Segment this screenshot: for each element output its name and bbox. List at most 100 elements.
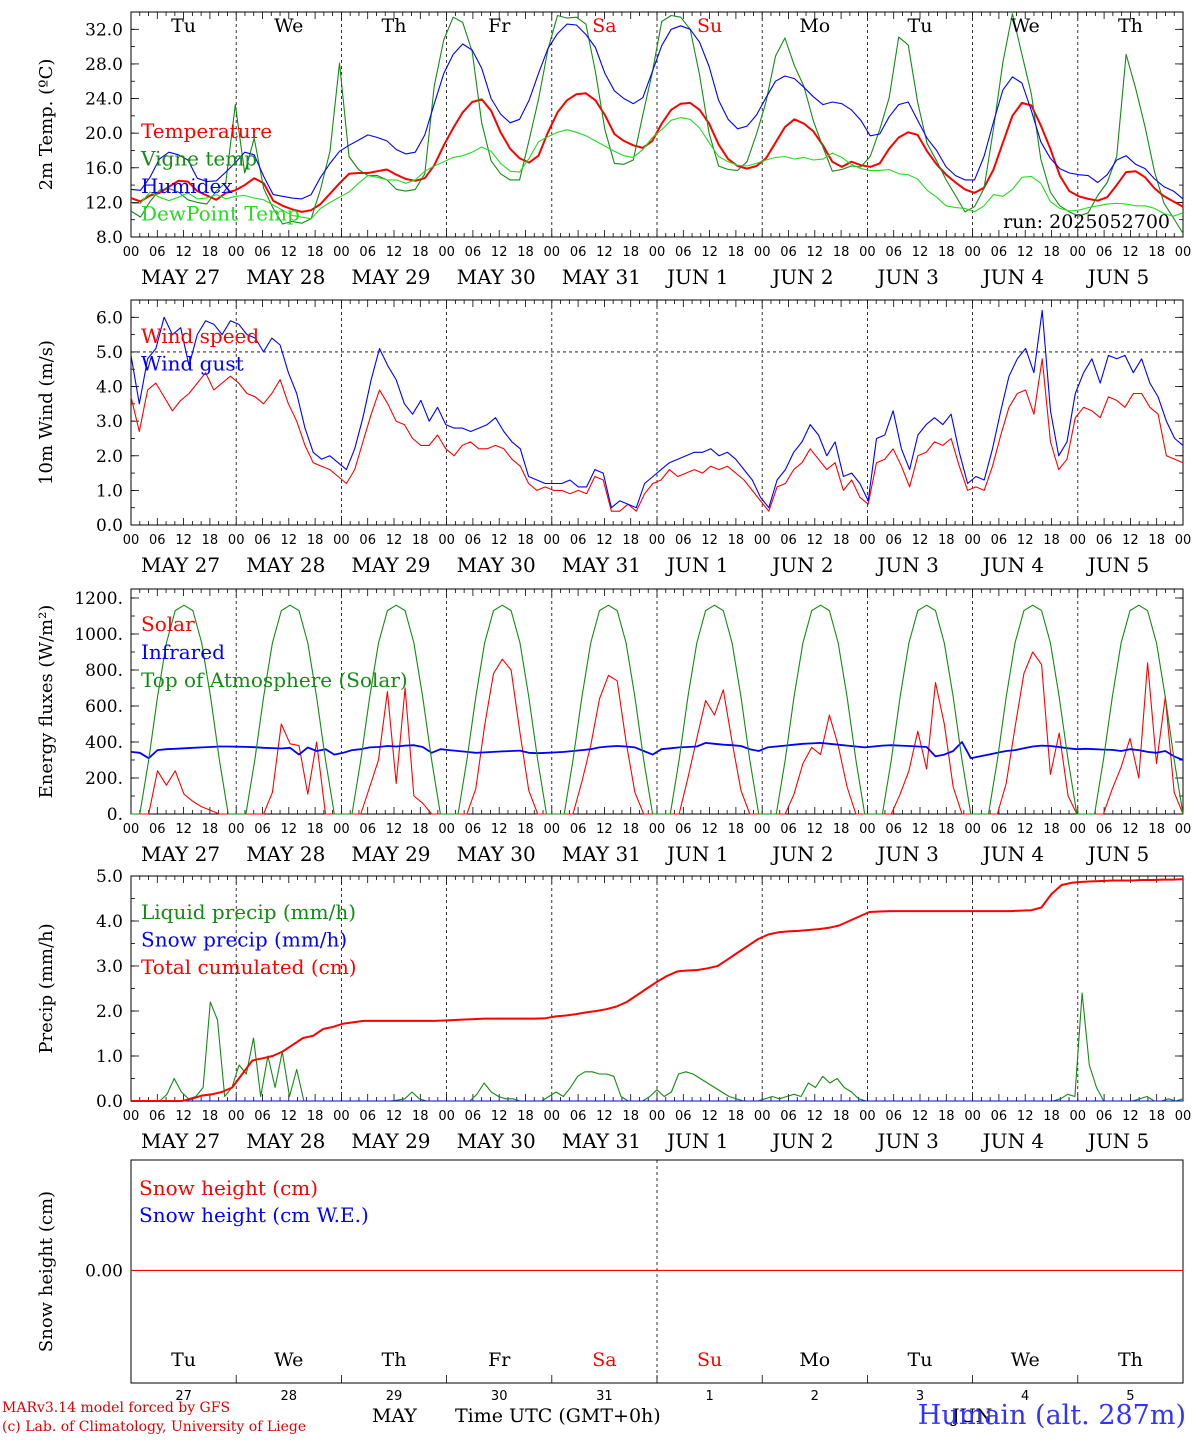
hour-tick-label: 00 [228, 533, 245, 548]
hour-tick-label: 18 [622, 1109, 639, 1124]
hour-tick-label: 12 [912, 1109, 929, 1124]
date-label: JUN 4 [981, 553, 1044, 577]
hour-tick-label: 00 [333, 822, 350, 837]
weekday-label: Fr [488, 1349, 511, 1371]
series-line [130, 741, 1184, 761]
weekday-label: Su [697, 15, 722, 37]
hour-tick-label: 12 [281, 1109, 298, 1124]
hour-tick-label: 06 [465, 245, 482, 260]
hour-tick-label: 18 [833, 1109, 850, 1124]
hour-tick-label: 06 [675, 533, 692, 548]
series-line [130, 309, 1184, 509]
hour-tick-label: 12 [912, 533, 929, 548]
hour-tick-label: 00 [438, 822, 455, 837]
hour-tick-label: 06 [885, 822, 902, 837]
y-tick-label: 24.0 [85, 90, 123, 110]
hour-tick-label: 12 [807, 533, 824, 548]
date-label: JUN 3 [875, 265, 938, 289]
y-tick-label: 800. [85, 661, 123, 681]
hour-tick-label: 00 [438, 533, 455, 548]
weekday-label: We [274, 15, 303, 37]
hour-tick-label: 18 [307, 533, 324, 548]
y-tick-label: 600. [85, 697, 123, 717]
date-label: JUN 3 [875, 553, 938, 577]
hour-tick-label: 00 [544, 245, 561, 260]
date-label: JUN 3 [875, 842, 938, 866]
hour-tick-label: 12 [912, 822, 929, 837]
hour-tick-label: 00 [438, 1109, 455, 1124]
hour-tick-label: 18 [622, 533, 639, 548]
series-line [131, 117, 1184, 220]
legend-entry: Wind speed [141, 324, 259, 348]
weekday-label: Th [1118, 15, 1143, 37]
hour-tick-label: 00 [1175, 822, 1192, 837]
month-label-jun: JUN [952, 1405, 993, 1427]
y-tick-label: 2.0 [96, 1002, 123, 1022]
run-label: run: 2025052700 [1003, 211, 1170, 233]
date-label: MAY 30 [457, 553, 536, 577]
hour-tick-label: 18 [938, 245, 955, 260]
y-tick-label: 1000. [74, 625, 123, 645]
hour-tick-label: 18 [622, 245, 639, 260]
day-number-label: 1 [705, 1389, 713, 1404]
hour-tick-label: 06 [780, 533, 797, 548]
hour-tick-label: 00 [649, 1109, 666, 1124]
hour-tick-label: 12 [596, 822, 613, 837]
y-tick-label: 28.0 [85, 55, 123, 75]
hour-tick-label: 06 [254, 1109, 271, 1124]
weekday-label: Su [697, 1349, 722, 1371]
hour-tick-label: 12 [175, 1109, 192, 1124]
panel-frame [130, 588, 1184, 815]
legend-entry: Infrared [141, 640, 225, 664]
legend-entry: Total cumulated (cm) [141, 955, 357, 979]
y-tick-label: 3.0 [96, 957, 123, 977]
hour-tick-label: 12 [386, 245, 403, 260]
y-tick-label: 1.0 [96, 1047, 123, 1067]
day-number-label: 30 [491, 1389, 508, 1404]
day-number-label: 4 [1021, 1389, 1029, 1404]
hour-tick-label: 18 [412, 1109, 429, 1124]
hour-tick-label: 06 [780, 1109, 797, 1124]
hour-tick-label: 06 [570, 245, 587, 260]
date-label: JUN 1 [665, 1129, 728, 1153]
hour-tick-label: 18 [517, 1109, 534, 1124]
hour-tick-label: 06 [675, 245, 692, 260]
hour-tick-label: 06 [149, 533, 166, 548]
day-number-label: 29 [386, 1389, 403, 1404]
hour-tick-label: 06 [254, 822, 271, 837]
y-tick-label: 2.0 [96, 447, 123, 467]
hour-tick-label: 00 [333, 1109, 350, 1124]
hour-tick-label: 00 [859, 245, 876, 260]
date-label: MAY 28 [246, 265, 325, 289]
model-credit: MARv3.14 model forced by GFS [2, 1400, 231, 1416]
hour-tick-label: 12 [807, 1109, 824, 1124]
hour-tick-label: 18 [412, 245, 429, 260]
y-tick-label: 0.0 [96, 1092, 123, 1112]
hour-tick-label: 12 [281, 245, 298, 260]
weekday-label: Sa [592, 1349, 616, 1371]
hour-tick-label: 00 [544, 533, 561, 548]
hour-tick-label: 06 [885, 1109, 902, 1124]
hour-tick-label: 18 [938, 533, 955, 548]
weekday-label: Mo [799, 15, 830, 37]
hour-tick-label: 18 [517, 245, 534, 260]
hour-tick-label: 18 [833, 245, 850, 260]
hour-tick-label: 06 [1096, 245, 1113, 260]
series-line [131, 878, 1184, 1102]
hour-tick-label: 18 [622, 822, 639, 837]
hour-tick-label: 12 [175, 245, 192, 260]
panel-2: 00 06 12 18 00 06 12 18 00 06 12 18 00 06 12 18 00 06 12 18… [36, 299, 1191, 577]
hour-tick-label: 06 [885, 245, 902, 260]
y-tick-label: 1200. [74, 589, 123, 609]
hour-tick-label: 12 [491, 533, 508, 548]
hour-tick-label: 12 [1017, 533, 1034, 548]
hour-tick-label: 18 [728, 533, 745, 548]
hour-tick-label: 12 [807, 245, 824, 260]
hour-tick-label: 00 [228, 1109, 245, 1124]
hour-tick-label: 06 [149, 245, 166, 260]
weekday-label: Sa [592, 15, 616, 37]
day-number-label: 31 [596, 1389, 613, 1404]
hour-tick-label: 00 [123, 245, 140, 260]
date-label: MAY 30 [457, 842, 536, 866]
legend-entry: Humidex [141, 174, 233, 198]
